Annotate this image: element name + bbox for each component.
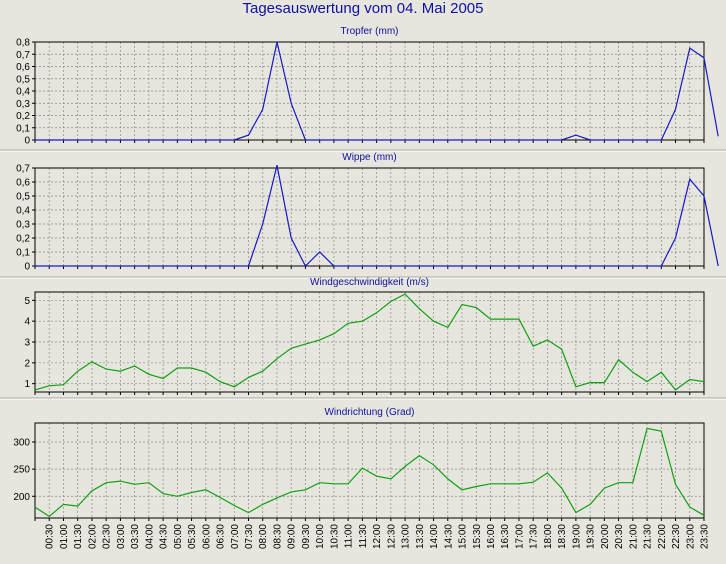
x-tick-label: 18:00: [543, 524, 554, 549]
y-tick-label: 200: [13, 492, 30, 503]
y-tick-label: 0,2: [16, 234, 30, 245]
chart-panel-4: 200 250 300 Windrichtung (Grad): [13, 407, 705, 521]
panel-title: Windgeschwindigkeit (m/s): [310, 277, 429, 288]
y-tick-label: 0,4: [16, 206, 30, 217]
y-tick-label: 5: [24, 296, 30, 307]
y-tick-label: 300: [13, 438, 30, 449]
x-tick-label: 07:30: [244, 524, 255, 549]
x-tick-label: 20:00: [600, 524, 611, 549]
x-tick-label: 05:30: [187, 524, 198, 549]
x-tick-label: 09:00: [287, 524, 298, 549]
y-tick-label: 2: [24, 358, 30, 369]
y-tick-label: 3: [24, 338, 30, 349]
x-tick-label: 14:00: [429, 524, 440, 549]
series-line: [35, 41, 719, 141]
x-tick-label: 03:30: [130, 524, 141, 549]
y-tick-label: 0,5: [16, 192, 30, 203]
y-tick-label: 0,6: [16, 62, 30, 73]
plot-frame: [34, 422, 705, 519]
x-tick-label: 01:30: [73, 524, 84, 549]
x-tick-label: 14:30: [443, 524, 454, 549]
x-tick-label: 20:30: [614, 524, 625, 549]
x-tick-label: 19:00: [571, 524, 582, 549]
x-tick-label: 17:30: [529, 524, 540, 549]
x-tick-label: 04:30: [159, 524, 170, 549]
x-tick-label: 22:30: [671, 524, 682, 549]
y-tick-label: 0,5: [16, 74, 30, 85]
panel-title: Wippe (mm): [342, 152, 396, 163]
x-tick-label: 08:00: [258, 524, 269, 549]
x-tick-label: 15:30: [472, 524, 483, 549]
y-tick-label: 0: [24, 262, 30, 273]
y-tick-label: 0,1: [16, 123, 30, 134]
plot-background: [35, 168, 704, 266]
x-tick-label: 07:00: [230, 524, 241, 549]
x-tick-label: 11:30: [358, 524, 369, 549]
series-line: [34, 293, 705, 391]
y-tick-label: 0,4: [16, 87, 30, 98]
x-tick-label: 13:30: [415, 524, 426, 549]
x-tick-label: 10:00: [315, 524, 326, 549]
x-tick-label: 19:30: [586, 524, 597, 549]
x-tick-label: 13:00: [401, 524, 412, 549]
chart-main-title: Tagesauswertung vom 04. Mai 2005: [242, 0, 484, 17]
y-tick-label: 250: [13, 465, 30, 476]
x-tick-label: 16:30: [500, 524, 511, 549]
x-tick-label: 02:30: [102, 524, 113, 549]
x-tick-label: 04:00: [144, 524, 155, 549]
chart-panel-2: 0 0,1 0,2 0,3 0,4 0,5 0,6 0,7 Wippe (mm): [16, 152, 719, 273]
x-tick-label: 06:30: [216, 524, 227, 549]
y-tick-label: 0,3: [16, 220, 30, 231]
plot-background: [35, 423, 704, 518]
x-tick-label: 17:00: [514, 524, 525, 549]
y-tick-label: 0,7: [16, 164, 30, 175]
y-tick-label: 4: [24, 317, 30, 328]
panel-title: Tropfer (mm): [341, 26, 399, 37]
x-tick-label: 23:00: [685, 524, 696, 549]
y-tick-label: 0,8: [16, 38, 30, 49]
x-tick-label: 06:00: [201, 524, 212, 549]
x-tick-label: 08:30: [272, 524, 283, 549]
x-tick-label: 21:30: [643, 524, 654, 549]
x-tick-label: 23:30: [700, 524, 711, 549]
x-tick-label: 21:00: [628, 524, 639, 549]
y-tick-label: 1: [24, 379, 30, 390]
x-tick-label: 09:30: [301, 524, 312, 549]
x-tick-label: 16:00: [486, 524, 497, 549]
series-line: [34, 427, 705, 518]
x-tick-label: 00:30: [45, 524, 56, 549]
y-tick-label: 0,7: [16, 50, 30, 61]
chart-panel-3: 1 2 3 4 5 Windgeschwindigkeit (m/s): [24, 277, 705, 395]
y-tick-label: 0,2: [16, 111, 30, 122]
x-tick-label: 12:00: [372, 524, 383, 549]
x-tick-label: 18:30: [557, 524, 568, 549]
x-tick-label: 03:00: [116, 524, 127, 549]
plot-frame: [34, 291, 705, 393]
panel-title: Windrichtung (Grad): [324, 407, 414, 418]
series-line: [35, 165, 719, 268]
y-tick-label: 0,3: [16, 99, 30, 110]
x-tick-label: 01:00: [59, 524, 70, 549]
chart-panel-1: 0 0,10,20,30,4 0,50,60,70,8 Tropfer (mm): [16, 26, 719, 147]
x-tick-label: 11:00: [344, 524, 355, 549]
y-tick-label: 0: [24, 136, 30, 147]
x-tick-label: 12:30: [386, 524, 397, 549]
x-tick-label: 05:00: [173, 524, 184, 549]
x-tick-label: 10:30: [329, 524, 340, 549]
x-tick-label: 02:00: [87, 524, 98, 549]
x-tick-label: 22:00: [657, 524, 668, 549]
y-tick-label: 0,1: [16, 248, 30, 259]
x-tick-label: 15:00: [458, 524, 469, 549]
y-tick-label: 0,6: [16, 178, 30, 189]
